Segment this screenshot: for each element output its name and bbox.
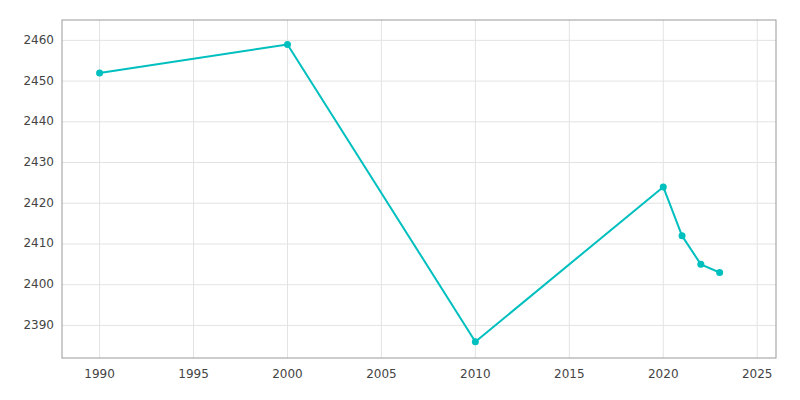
marker — [472, 338, 479, 345]
y-tick-label: 2450 — [23, 74, 54, 88]
series — [96, 41, 723, 345]
y-tick-label: 2460 — [23, 33, 54, 47]
y-tick-label: 2430 — [23, 155, 54, 169]
x-tick-label: 2000 — [272, 367, 303, 381]
x-grid-line — [287, 20, 288, 358]
y-grid-line — [62, 325, 776, 326]
marker — [96, 69, 103, 76]
marker — [660, 183, 667, 190]
x-grid-line — [381, 20, 382, 358]
x-tick-label: 1995 — [178, 367, 209, 381]
marker — [697, 261, 704, 268]
marker — [716, 269, 723, 276]
y-tick-label: 2410 — [23, 236, 54, 250]
y-grid-line — [62, 243, 776, 244]
grid — [62, 20, 776, 358]
x-grid-line — [475, 20, 476, 358]
x-tick-label: 2025 — [742, 367, 773, 381]
x-grid-line — [193, 20, 194, 358]
line — [100, 44, 720, 341]
x-tick-label: 2015 — [554, 367, 585, 381]
x-tick-label: 1990 — [84, 367, 115, 381]
y-grid-line — [62, 162, 776, 163]
marker — [284, 41, 291, 48]
x-tick-label: 2010 — [460, 367, 491, 381]
y-grid-line — [62, 81, 776, 82]
y-tick-label: 2390 — [23, 318, 54, 332]
axes: 2390 2400 2410 2420 2430 2440 2450 2460 1990 1995… — [23, 20, 776, 381]
chart: 2390 2400 2410 2420 2430 2440 2450 2460 1990 1995… — [0, 0, 800, 400]
y-grid-line — [62, 284, 776, 285]
x-tick-label: 2020 — [648, 367, 679, 381]
y-tick-label: 2420 — [23, 196, 54, 210]
x-grid-line — [569, 20, 570, 358]
y-tick-label: 2440 — [23, 114, 54, 128]
y-tick-label: 2400 — [23, 277, 54, 291]
y-grid-line — [62, 40, 776, 41]
marker — [679, 232, 686, 239]
plot-frame — [62, 20, 776, 358]
x-grid-line — [757, 20, 758, 358]
y-grid-line — [62, 121, 776, 122]
chart-container: 2390 2400 2410 2420 2430 2440 2450 2460 1990 1995… — [0, 0, 800, 400]
x-tick-label: 2005 — [366, 367, 397, 381]
